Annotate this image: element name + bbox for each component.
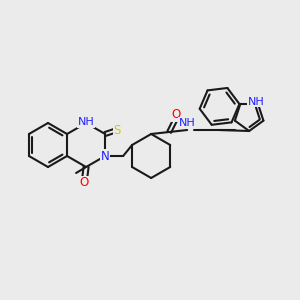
Text: NH: NH [179, 118, 196, 128]
Text: NH: NH [248, 97, 264, 107]
Text: O: O [80, 176, 89, 190]
Text: S: S [113, 124, 121, 136]
Text: N: N [101, 149, 110, 163]
Text: O: O [172, 109, 181, 122]
Text: NH: NH [78, 117, 94, 127]
